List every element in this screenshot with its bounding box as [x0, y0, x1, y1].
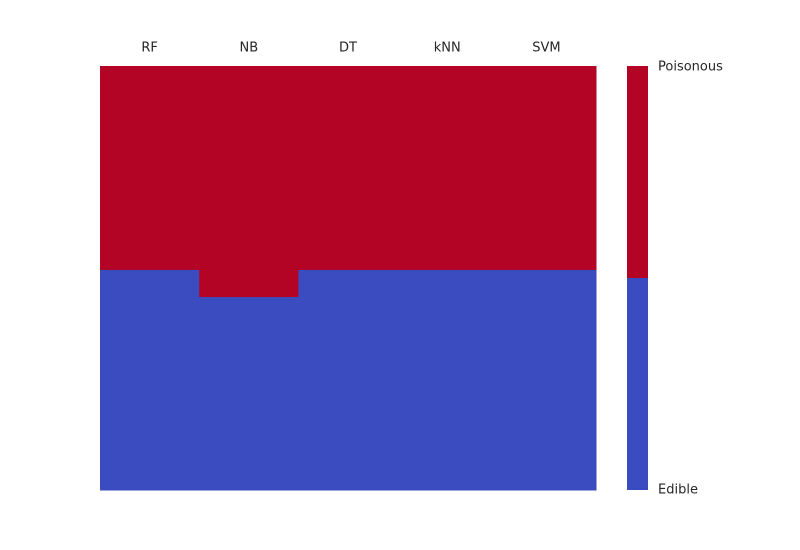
colorbar-segment [627, 66, 648, 278]
cell [298, 269, 399, 491]
colorbar-label: Poisonous [658, 60, 723, 75]
column-label: SVM [532, 41, 560, 56]
cell [100, 66, 200, 271]
cell [496, 269, 597, 491]
column-label: NB [239, 41, 258, 56]
colorbar-label: Edible [658, 483, 698, 498]
cell [496, 66, 597, 271]
column-label: DT [339, 41, 357, 56]
cell [100, 269, 200, 491]
column-label: kNN [434, 41, 461, 56]
cell [397, 66, 498, 271]
colorbar-segment [627, 278, 648, 490]
column-label: RF [141, 41, 158, 56]
cell [199, 297, 299, 491]
cell [397, 269, 498, 491]
cell [298, 66, 399, 271]
cell [199, 66, 299, 298]
